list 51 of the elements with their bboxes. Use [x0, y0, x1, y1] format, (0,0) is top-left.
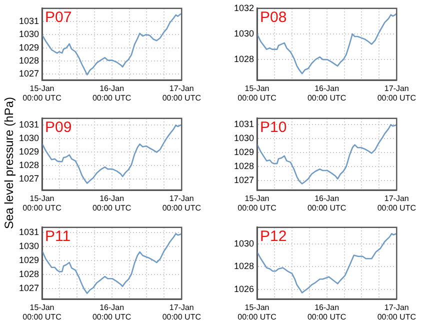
y-tick-label: 1031 [18, 226, 39, 237]
x-tick-label: 15-Jan 00:00 UTC [22, 194, 62, 212]
y-tick-label: 1030 [234, 238, 254, 248]
y-tick-label: 1030 [18, 132, 39, 143]
x-tick-label: 17-Jan 00:00 UTC [377, 84, 416, 103]
chart-title: P09 [45, 118, 72, 136]
x-tick-label: 15-Jan 00:00 UTC [22, 303, 62, 322]
y-tick-label: 1027 [18, 173, 39, 184]
y-tick-label: 1028 [18, 268, 39, 279]
y-tick-label: 1029 [234, 146, 254, 156]
y-tick-label: 1029 [18, 42, 39, 52]
y-tick-label: 1027 [234, 174, 254, 184]
chart-title: P07 [45, 9, 72, 26]
x-tick-label: 16-Jan 00:00 UTC [307, 194, 346, 212]
chart-title: P10 [260, 118, 287, 136]
x-tick-label: 16-Jan 00:00 UTC [92, 303, 132, 322]
y-tick-label: 1031 [234, 118, 254, 129]
x-tick-label: 15-Jan 00:00 UTC [238, 194, 277, 212]
x-tick-label: 15-Jan 00:00 UTC [238, 84, 277, 103]
chart-title: P12 [260, 228, 287, 246]
chart-title: P11 [45, 228, 71, 246]
y-tick-label: 1030 [18, 240, 39, 251]
y-tick-label: 1031 [18, 119, 39, 130]
x-tick-label: 17-Jan 00:00 UTC [377, 194, 416, 212]
y-axis-title: Sea level pressure (hPa) [2, 96, 16, 230]
x-tick-label: 16-Jan 00:00 UTC [307, 84, 346, 103]
y-tick-label: 1028 [18, 160, 39, 170]
y-tick-label: 1032 [234, 2, 254, 13]
chart-title: P08 [260, 9, 287, 26]
x-tick-label: 17-Jan 00:00 UTC [162, 84, 202, 103]
y-tick-label: 1028 [234, 160, 254, 170]
x-tick-label: 16-Jan 00:00 UTC [307, 303, 346, 322]
y-tick-label: 1027 [18, 68, 39, 79]
y-tick-label: 1029 [18, 254, 39, 265]
y-tick-label: 1028 [234, 261, 254, 272]
x-tick-label: 15-Jan 00:00 UTC [22, 84, 62, 103]
x-tick-label: 16-Jan 00:00 UTC [92, 194, 132, 212]
x-tick-label: 17-Jan 00:00 UTC [162, 303, 202, 322]
y-tick-label: 1030 [234, 28, 254, 38]
y-tick-label: 1031 [18, 16, 39, 26]
x-tick-label: 15-Jan 00:00 UTC [238, 303, 277, 322]
y-tick-label: 1029 [18, 146, 39, 156]
y-tick-label: 1028 [18, 55, 39, 66]
x-tick-label: 17-Jan 00:00 UTC [162, 194, 202, 212]
y-tick-label: 1030 [234, 132, 254, 143]
y-tick-label: 1027 [18, 282, 39, 293]
y-tick-label: 1030 [18, 29, 39, 40]
y-tick-label: 1026 [234, 284, 254, 294]
x-tick-label: 16-Jan 00:00 UTC [92, 84, 132, 103]
y-tick-label: 1028 [234, 54, 254, 64]
x-tick-label: 17-Jan 00:00 UTC [377, 303, 416, 322]
